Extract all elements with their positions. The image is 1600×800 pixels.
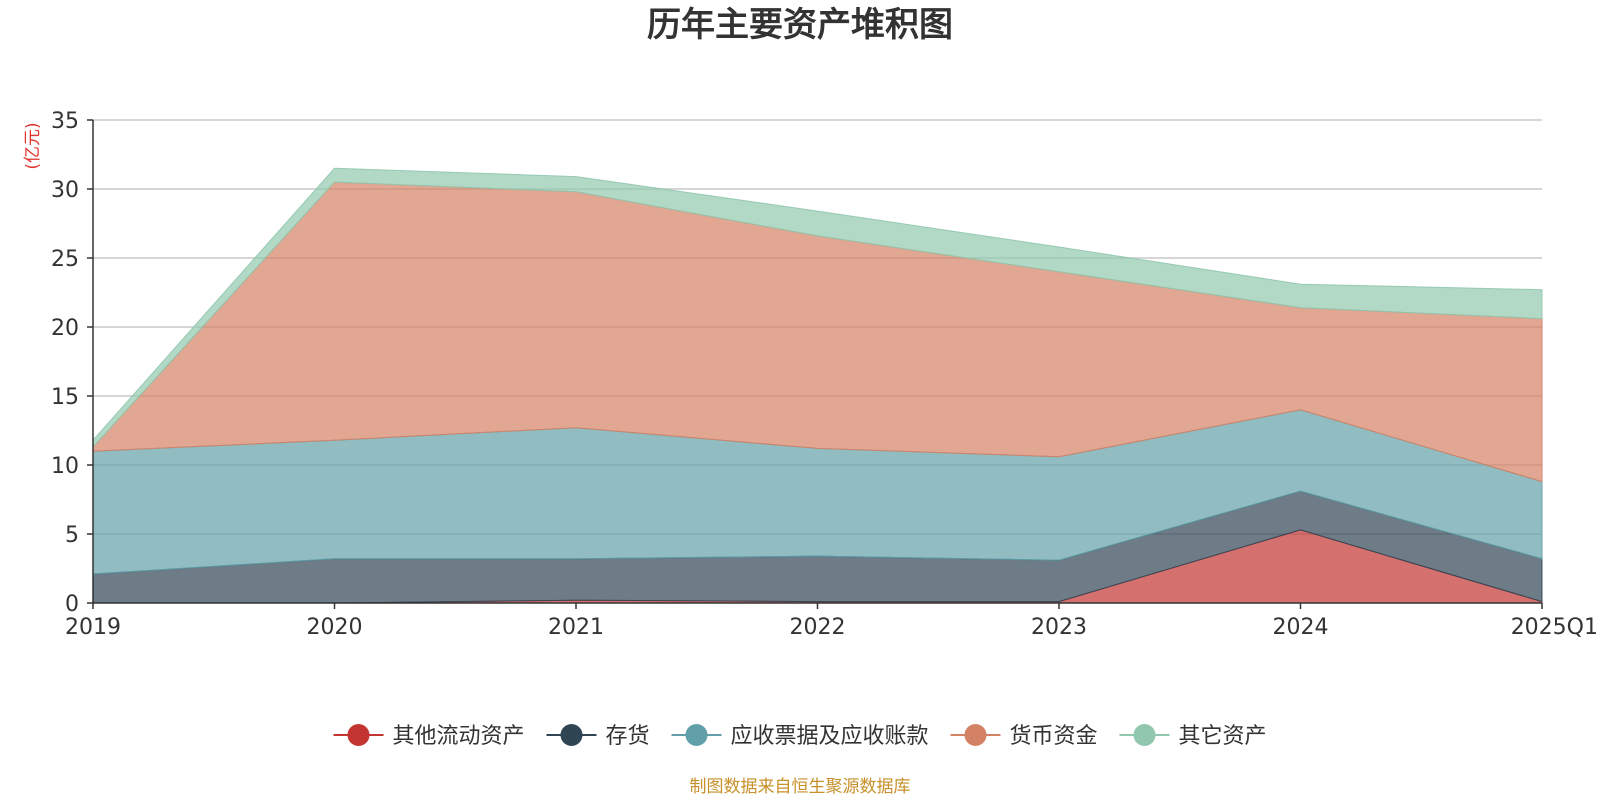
legend-item-3[interactable]: 货币资金 (950, 724, 1098, 749)
y-tick-label-2: 10 (51, 454, 79, 479)
legend-marker-4 (1133, 724, 1156, 746)
legend-marker-0 (347, 724, 370, 746)
legend-marker-1 (560, 724, 583, 746)
y-tick-label-7: 35 (51, 109, 79, 134)
legend: 其他流动资产 存货 应收票据及应收账款 货币资金 其它资产 (333, 724, 1267, 749)
x-tick-label-1: 2020 (307, 615, 363, 640)
x-tick-label-3: 2022 (790, 615, 846, 640)
y-tick-label-5: 25 (51, 247, 79, 272)
area-series-4 (92, 167, 1543, 449)
legend-item-1[interactable]: 存货 (546, 724, 650, 749)
legend-item-2[interactable]: 应收票据及应收账款 (671, 724, 929, 749)
y-axis-unit: (亿元) (23, 122, 43, 169)
x-tick-label-6: 2025Q1 (1511, 615, 1598, 640)
legend-item-0[interactable]: 其他流动资产 (333, 724, 525, 749)
chart-title: 历年主要资产堆积图 (647, 5, 953, 45)
legend-label-2: 应收票据及应收账款 (731, 724, 929, 749)
legend-marker-2 (685, 724, 708, 746)
legend-label-1: 存货 (606, 724, 650, 749)
y-tick-label-1: 5 (65, 523, 79, 548)
legend-marker-3 (964, 724, 987, 746)
area-series-layer (92, 167, 1543, 604)
legend-item-4[interactable]: 其它资产 (1119, 724, 1267, 749)
legend-label-3: 货币资金 (1010, 724, 1098, 749)
x-tick-label-4: 2023 (1031, 615, 1087, 640)
y-tick-label-3: 15 (51, 385, 79, 410)
y-tick-label-6: 30 (51, 178, 79, 203)
x-tick-label-0: 2019 (65, 615, 121, 640)
x-tick-label-5: 2024 (1273, 615, 1329, 640)
legend-label-4: 其它资产 (1179, 724, 1267, 749)
y-tick-label-4: 20 (51, 316, 79, 341)
axes: 0 5 10 15 20 25 30 35 2019 2020 2021 2022 2023 2024 20… (51, 109, 1598, 640)
x-tick-label-2: 2021 (548, 615, 604, 640)
legend-label-0: 其他流动资产 (393, 724, 525, 749)
source-note: 制图数据来自恒生聚源数据库 (690, 777, 911, 797)
y-tick-label-0: 0 (65, 592, 79, 617)
